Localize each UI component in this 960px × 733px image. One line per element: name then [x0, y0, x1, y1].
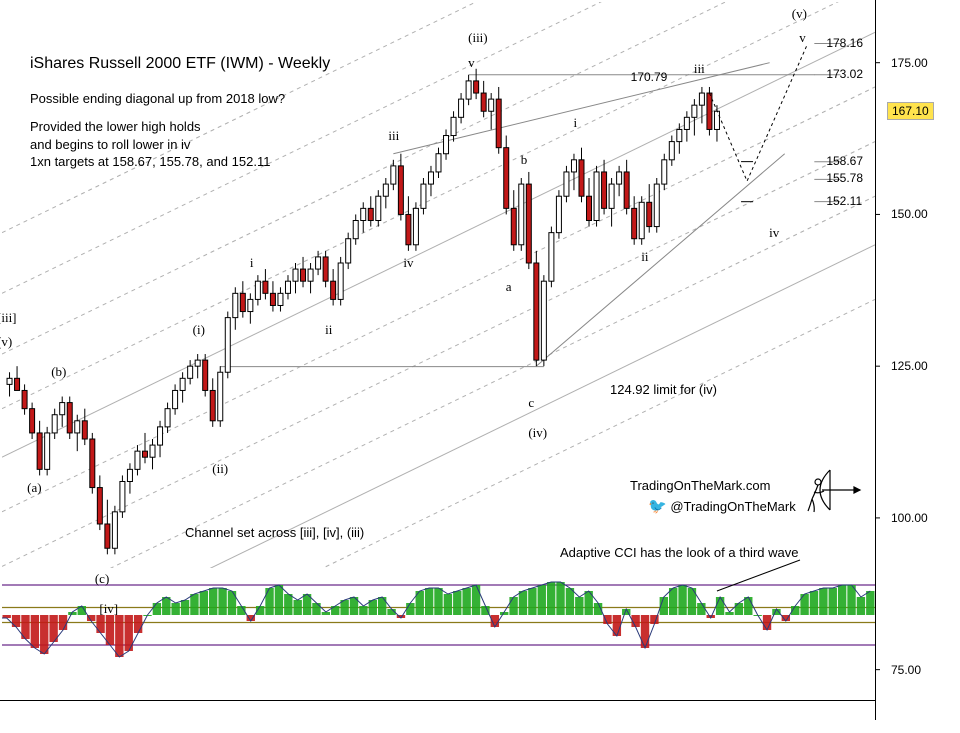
y-tick-75: 75.00	[891, 663, 921, 677]
wave-iii: iii	[694, 61, 705, 77]
watermark-handle-text: @TradingOnTheMark	[670, 499, 795, 514]
wave-iv: [iv]	[99, 601, 118, 617]
x-axis	[0, 700, 875, 701]
price-ref-155.78: 155.78	[826, 171, 863, 185]
wave-i: i	[573, 115, 577, 131]
wave-iv: iv	[403, 255, 413, 271]
chart-canvas	[0, 0, 960, 733]
y-tick-150: 150.00	[891, 207, 928, 221]
twitter-icon: 🐦	[648, 498, 667, 515]
price-ref-178.16: 178.16	[826, 36, 863, 50]
price-ref-173.02: 173.02	[826, 67, 863, 81]
wave-c: c	[528, 395, 534, 411]
wave-b: b	[521, 152, 528, 168]
wave-iv: (iv)	[528, 425, 547, 441]
wave-i: i	[250, 255, 254, 271]
watermark-site: TradingOnTheMark.com	[630, 478, 770, 493]
wave-iii: (iii)	[468, 30, 488, 46]
wave-i: (i)	[193, 322, 205, 338]
wave-ii: ii	[325, 322, 332, 338]
chart-subtitle-1: Possible ending diagonal up from 2018 lo…	[30, 90, 285, 108]
y-tick-100: 100.00	[891, 511, 928, 525]
watermark-handle: 🐦 @TradingOnTheMark	[648, 497, 796, 515]
wave-iv: iv	[769, 225, 779, 241]
y-tick-175: 175.00	[891, 56, 928, 70]
wave-v: (v)	[792, 6, 807, 22]
wave-iii: [iii]	[0, 310, 17, 326]
y-axis	[875, 0, 876, 720]
wave-b: (b)	[51, 364, 66, 380]
wave-ii: ii	[641, 249, 648, 265]
price-ref-170.79: 170.79	[631, 70, 668, 84]
wave-a: (a)	[27, 480, 41, 496]
chart-root: iShares Russell 2000 ETF (IWM) - Weekly …	[0, 0, 960, 733]
price-ref-152.11: 152.11	[826, 194, 862, 208]
archer-logo-icon	[800, 460, 870, 520]
price-ref-158.67: 158.67	[826, 154, 863, 168]
wave-c: (c)	[95, 571, 109, 587]
current-price-tag: 167.10	[887, 102, 934, 120]
wave-v: v	[468, 55, 475, 71]
cci-note: Adaptive CCI has the look of a third wav…	[560, 545, 798, 560]
wave-ii: (ii)	[212, 461, 228, 477]
wave-iii: iii	[388, 128, 399, 144]
channel-note: Channel set across [iii], [iv], (iii)	[185, 525, 364, 540]
limit-note: 124.92 limit for (iv)	[610, 382, 717, 397]
wave-v: v	[799, 30, 806, 46]
chart-subtitle-2: Provided the lower high holds and begins…	[30, 118, 270, 171]
y-tick-125: 125.00	[891, 359, 928, 373]
wave-v: (v)	[0, 334, 12, 350]
chart-title: iShares Russell 2000 ETF (IWM) - Weekly	[30, 55, 330, 73]
wave-a: a	[506, 279, 512, 295]
